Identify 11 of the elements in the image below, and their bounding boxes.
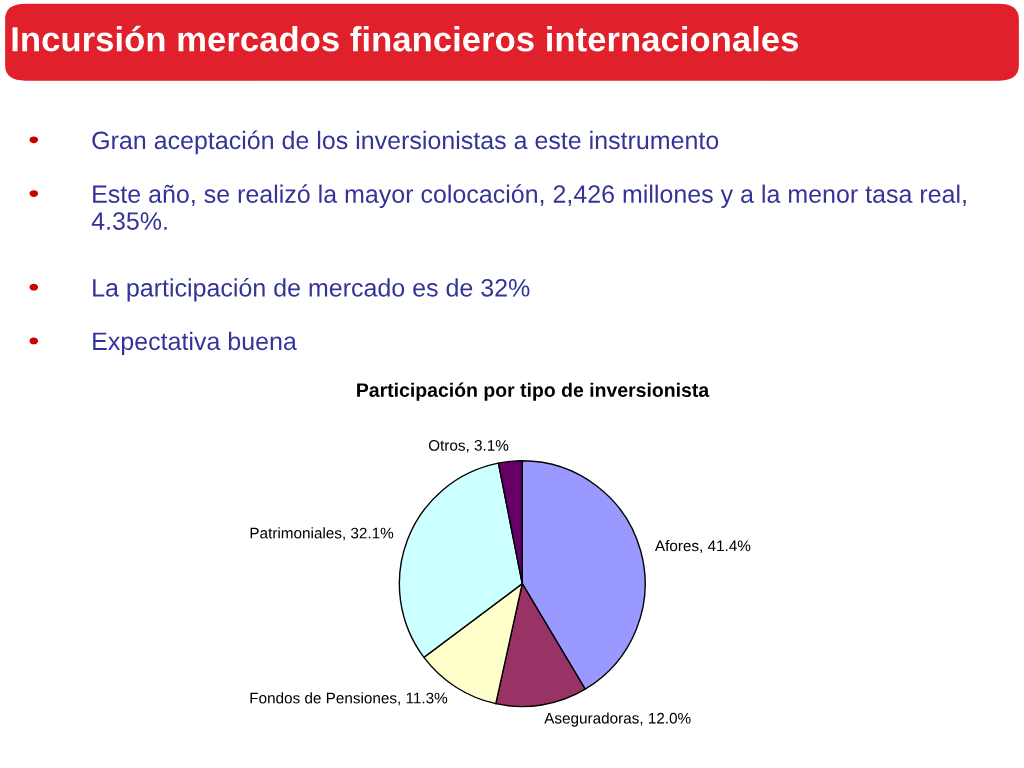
- slice-label: Afores, 41.4%: [654, 540, 751, 554]
- text: Este año, se realizó la mayor colocación, 2,426 millones y a la menor tasa real, 4.35%.: [91, 184, 966, 230]
- chart-title: Incursión mercados financieros internacionales: [12, 25, 799, 52]
- slice-label: Patrimoniales, 32.1%: [250, 527, 394, 541]
- slice-label: Fondos de Pensiones, 11.3%: [250, 692, 448, 706]
- slice-label: Otros, 3.1%: [428, 439, 509, 453]
- text: Expectativa buena: [93, 331, 297, 356]
- slice-label: Aseguradoras, 12.0%: [544, 712, 691, 727]
- chart-subtitle: Participación por tipo de inversionista: [357, 382, 710, 401]
- text: La participación de mercado es de 32%: [93, 278, 530, 302]
- text: Gran aceptación de los inversionistas a este instrumento: [92, 130, 719, 155]
